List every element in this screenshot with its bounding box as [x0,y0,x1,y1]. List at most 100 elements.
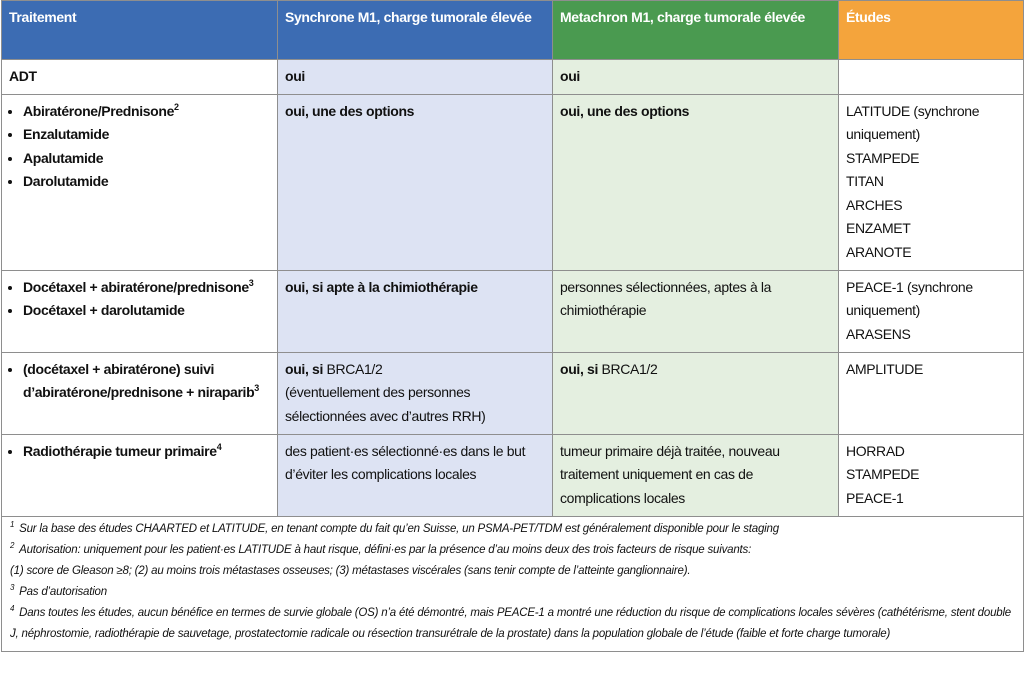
list-item: Docétaxel + abiratérone/predni­sone3 [23,276,270,300]
table-cell: oui, si BRCA1/2 (éventuellement des person… [277,351,553,435]
table-cell: oui, si BRCA1/2 [552,351,839,435]
superscript: 3 [10,582,15,592]
text-run: (1) score de Gleason ≥8; (2) au moins tr… [10,564,691,577]
footnote-row: 1 Sur la base des études CHAARTED et LATI… [1,515,1024,652]
text-run: Darolutamide [23,173,109,189]
superscript: 2 [10,540,15,550]
footnote: 2 Autorisation: uniquement pour les patie… [10,540,1015,561]
table-cell [838,59,1024,95]
superscript: 3 [254,383,259,393]
text-run: ARCHES [846,196,903,213]
footnote: 3 Pas d’autorisation [10,582,1015,603]
text-run: Docétaxel + abiratérone/predni­sone [23,278,249,295]
table-body: ADTouiouiAbiratérone/Prednisone2Enzaluta… [1,59,1024,652]
table-cell: AMPLITUDE [838,351,1024,435]
footnote: 4 Dans toutes les études, aucun bénéfice … [10,603,1015,645]
header-cell: Traitement [1,0,278,60]
superscript: 2 [174,101,179,112]
cell-line: STAMPEDE [846,147,1016,171]
text-run: STAMPEDE [846,466,920,482]
cell-line: TITAN [846,170,1016,194]
cell-line: PEACE-1 [846,487,1016,511]
table-cell: oui, une des options [277,93,553,271]
superscript: 4 [10,603,15,613]
text-run: Enzalutamide [23,126,110,142]
cell-line: ADT [9,65,270,89]
text-run: Radiothérapie tumeur primaire [23,442,217,459]
text-run: PEACE-1 (synchrone uniquement) [846,278,973,319]
table-cell: oui [552,59,839,95]
table-row: Radiothérapie tumeur primaire4 des patien… [1,433,1024,517]
superscript: 1 [10,519,15,529]
list-item: Radiothérapie tumeur primaire4 [23,440,270,464]
text-run: ADT [9,68,37,84]
superscript: 4 [216,441,222,452]
text-run: LATITUDE (synchrone uniquement) [846,102,980,143]
table-cell: Abiratérone/Prednisone2 Enzalutamide Apalu… [1,93,278,271]
cell-line: (éventuellement des personnes sélectionn… [285,381,545,428]
cell-line: ARCHES [846,194,1016,218]
table-wrap: Traitement Synchrone M1, charge tumorale … [1,0,1024,652]
header-cell: Études [838,0,1024,60]
text-run: oui [285,68,305,84]
table-row: (docétaxel + abiratérone) suivi d’abirat… [1,351,1024,435]
text-run: tumeur primaire déjà traitée, nouveau tr… [560,442,780,506]
text-run: STAMPEDE [846,149,920,166]
table-cell: PEACE-1 (synchrone uniquement) ARASENS [838,269,1024,353]
bullet-list: Docétaxel + abiratérone/predni­sone3Docé… [9,276,270,323]
table-cell: tumeur primaire déjà traitée, nouveau tr… [552,433,839,517]
header-cell: Metachron M1, charge tumorale élevée [552,0,839,60]
text-run: oui, si [560,360,598,377]
table-cell: oui, une des options [552,93,839,271]
text-run: Dans toutes les études, aucun bénéfice e… [10,606,1012,640]
cell-line: LATITUDE (synchrone uniquement) [846,100,1016,147]
list-item: Docétaxel + darolutamide [23,299,270,323]
superscript: 3 [248,277,254,288]
text-run: oui, si [285,360,323,377]
table-cell: oui [277,59,553,95]
table-cell: HORRAD STAMPEDE PEACE-1 [838,433,1024,517]
cell-line: oui, une des options [285,100,545,124]
text-run: oui, une des options [285,102,415,119]
text-run: des patient·es sélectionné·es dans le bu… [285,442,526,483]
text-run: Apalutamide [23,149,104,166]
footnote: 1 Sur la base des études CHAARTED et LATI… [10,519,1015,540]
header-cell: Synchrone M1, charge tumorale élevée [277,0,553,60]
text-run: oui [560,68,580,84]
header-row: Traitement Synchrone M1, charge tumorale … [1,0,1024,60]
bullet-list: Abiratérone/Prednisone2 Enzalutamide Apalu… [9,100,270,194]
cell-line: PEACE-1 (synchrone uniquement) [846,276,1016,323]
text-run: HORRAD [846,442,905,459]
footnote: (1) score de Gleason ≥8; (2) au moins tr… [10,561,1015,582]
cell-line: oui, si BRCA1/2 [560,358,831,382]
text-run: oui, une des options [560,102,690,119]
cell-line: tumeur primaire déjà traitée, nouveau tr… [560,440,831,511]
list-item: (docétaxel + abiratérone) suivi d’abirat… [23,358,270,405]
text-run: (éventuellement des personnes sélectionn… [285,384,486,424]
text-run: Abiratérone/Prednisone [23,102,175,119]
table-cell: des patient·es sélectionné·es dans le bu… [277,433,553,517]
treatment-table: Traitement Synchrone M1, charge tumorale … [1,0,1024,652]
text-run: TITAN [846,173,884,189]
cell-line: oui [560,65,831,89]
cell-line: des patient·es sélectionné·es dans le bu… [285,440,545,487]
text-run: (docétaxel + abiratérone) suivi d’abirat… [23,360,255,401]
table-row: Docétaxel + abiratérone/predni­sone3Docé… [1,269,1024,353]
text-run: oui, si apte à la chimiothérapie [285,278,478,295]
list-item: Abiratérone/Prednisone2 [23,100,270,124]
cell-line: oui, si apte à la chimiothérapie [285,276,545,300]
bullet-list: (docétaxel + abiratérone) suivi d’abirat… [9,358,270,405]
list-item: Apalutamide [23,147,270,171]
text-run: ARANOTE [846,243,912,260]
table-cell: personnes sélectionnées, aptes à la chim… [552,269,839,353]
cell-line: oui, une des options [560,100,831,124]
cell-line: ENZAMET [846,217,1016,241]
cell-line: STAMPEDE [846,463,1016,487]
table-cell: ADT [1,59,278,95]
table-cell: Docétaxel + abiratérone/predni­sone3Docé… [1,269,278,353]
text-run: BRCA1/2 [326,360,383,377]
text-run: Pas d’autorisation [19,585,107,598]
cell-line: ARASENS [846,323,1016,347]
cell-line: personnes sélectionnées, aptes à la chim… [560,276,831,323]
table-cell: (docétaxel + abiratérone) suivi d’abirat… [1,351,278,435]
